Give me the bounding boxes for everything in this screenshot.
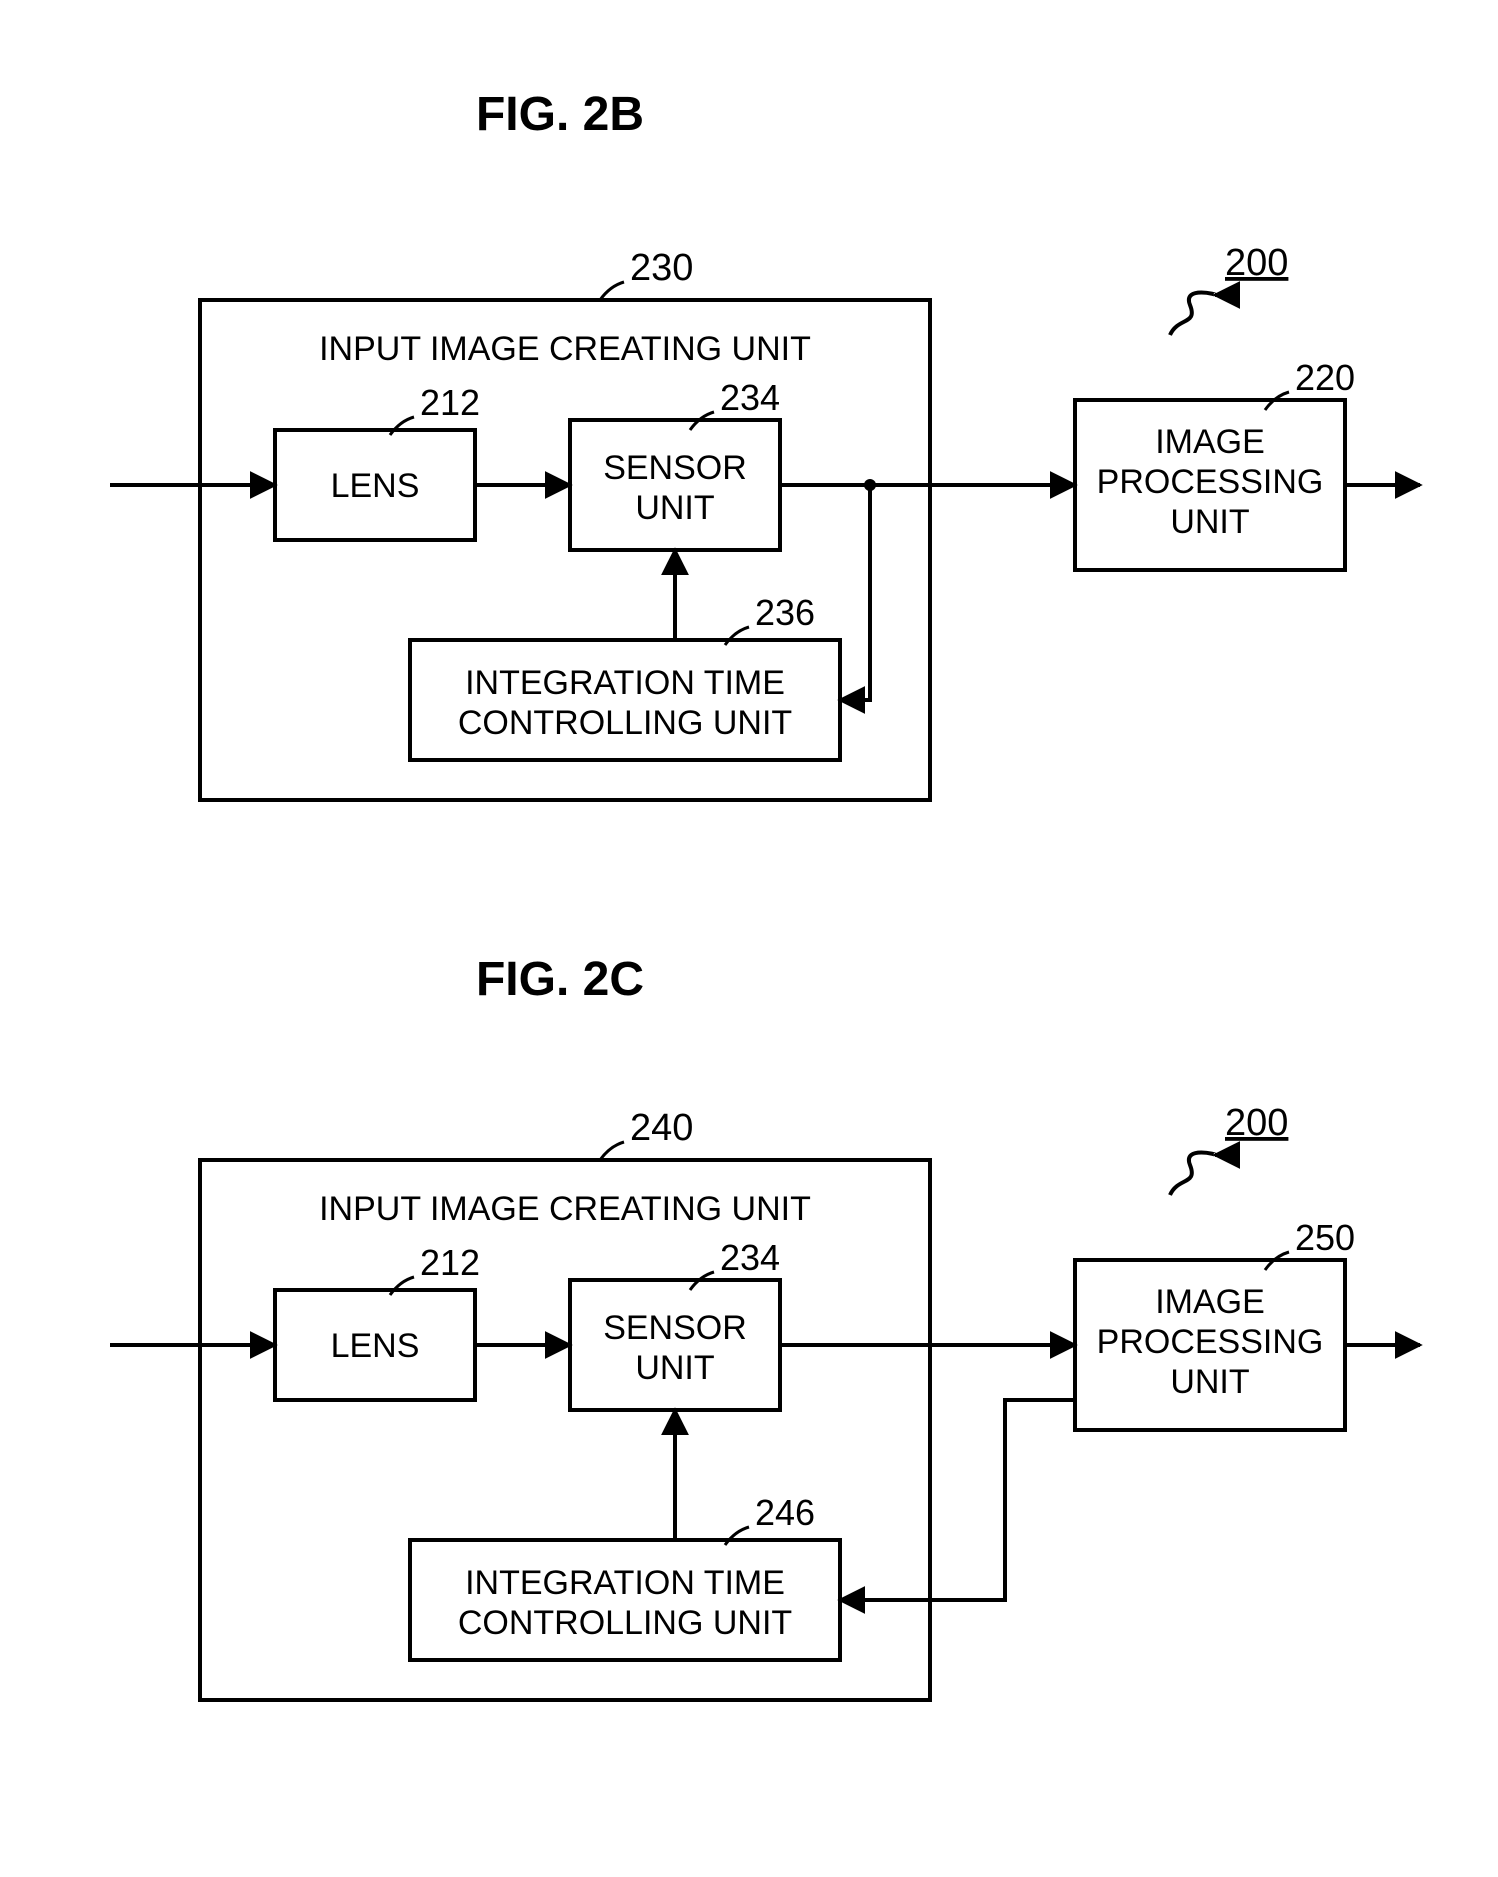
ref-number: 246 xyxy=(755,1492,815,1533)
itc-label: CONTROLLING UNIT xyxy=(458,1604,792,1642)
ref-number: 234 xyxy=(720,1237,780,1278)
lens-label: LENS xyxy=(331,467,420,505)
ref-pointer xyxy=(1170,1153,1215,1196)
ipu-label: IMAGE xyxy=(1155,423,1265,461)
ref-pointer xyxy=(1170,293,1215,336)
ipu-label: IMAGE xyxy=(1155,1283,1265,1321)
itc-label: INTEGRATION TIME xyxy=(465,1564,785,1602)
ref-number: 240 xyxy=(630,1107,693,1149)
ipu-label: PROCESSING xyxy=(1097,463,1324,501)
ipu-label: PROCESSING xyxy=(1097,1323,1324,1361)
ref-leader xyxy=(600,282,624,300)
container-label: INPUT IMAGE CREATING UNIT xyxy=(319,1190,811,1228)
diagram-canvas: FIG. 2B 200 230 INPUT IMAGE CREATING UNIT 21… xyxy=(0,0,1498,1877)
sensor-label: SENSOR xyxy=(603,449,747,487)
itc-label: INTEGRATION TIME xyxy=(465,664,785,702)
ref-number: 212 xyxy=(420,382,480,423)
sensor-label: SENSOR xyxy=(603,1309,747,1347)
ref-number: 212 xyxy=(420,1242,480,1283)
ref-number: 250 xyxy=(1295,1217,1355,1258)
sensor-label: UNIT xyxy=(635,489,714,527)
ref-number: 220 xyxy=(1295,357,1355,398)
ref-number: 230 xyxy=(630,247,693,289)
itc-label: CONTROLLING UNIT xyxy=(458,704,792,742)
ref-number: 234 xyxy=(720,377,780,418)
ipu-label: UNIT xyxy=(1170,503,1249,541)
system-ref: 200 xyxy=(1225,1102,1288,1144)
lens-label: LENS xyxy=(331,1327,420,1365)
container-label: INPUT IMAGE CREATING UNIT xyxy=(319,330,811,368)
system-ref: 200 xyxy=(1225,242,1288,284)
sensor-label: UNIT xyxy=(635,1349,714,1387)
ref-number: 236 xyxy=(755,592,815,633)
figure-title: FIG. 2B xyxy=(476,88,644,141)
ref-leader xyxy=(600,1142,624,1160)
figure-title: FIG. 2C xyxy=(476,953,644,1006)
ipu-label: UNIT xyxy=(1170,1363,1249,1401)
